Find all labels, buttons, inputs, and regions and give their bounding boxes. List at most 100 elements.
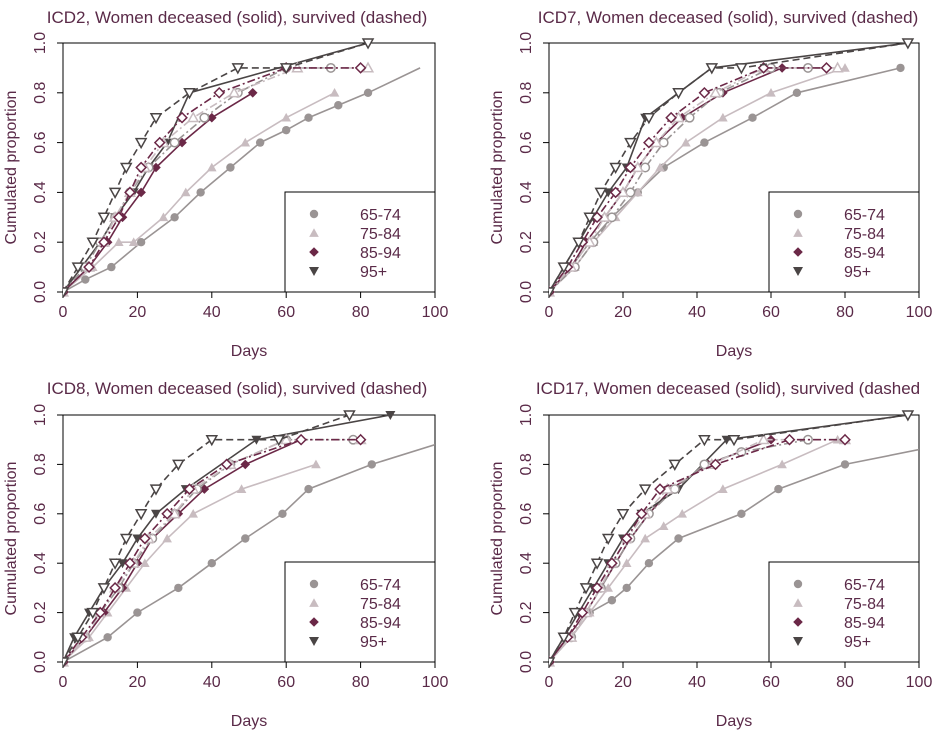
data-point [240,459,251,470]
data-point [367,460,376,469]
data-point [255,138,265,147]
data-point [579,583,593,595]
data-point [71,262,85,274]
data-point [705,63,719,75]
data-point [591,582,603,594]
data-point [616,509,630,521]
series-95+-dashed [63,410,356,668]
x-tick-label: 0 [59,674,68,691]
y-tick-label: 1.0 [518,32,535,54]
x-tick-label: 60 [762,674,780,691]
data-point [329,88,340,97]
data-point [107,262,116,272]
series-line [63,438,302,663]
x-tick-label: 80 [352,674,370,691]
x-tick-label: 0 [59,304,68,321]
data-point [568,607,582,620]
data-point [279,63,293,75]
y-tick-label: 0.8 [518,453,535,475]
data-point [698,434,711,447]
plot-frame [548,414,920,663]
x-tick-label: 40 [688,674,706,691]
series-line [549,42,909,293]
data-point [700,138,709,147]
x-tick-label: 100 [906,304,933,321]
data-point [901,38,915,50]
data-point [114,237,124,247]
data-point [635,507,648,520]
data-point [655,162,665,172]
data-point [226,163,235,172]
chart-title: ICD8, Women deceased (solid), survived (… [47,379,427,398]
data-point [901,410,915,422]
legend-marker [309,637,319,646]
x-tick-label: 20 [614,304,632,321]
series-85-94-solid [63,434,306,667]
data-point [840,63,850,72]
legend-label: 65-74 [844,207,885,224]
data-point [681,137,691,147]
series-line [63,92,254,293]
x-tick-label: 20 [614,674,632,691]
data-point [601,533,615,546]
data-point [777,459,787,469]
legend-label: 85-94 [360,615,401,632]
data-point [642,112,656,125]
data-point [134,137,148,150]
data-point [633,187,643,197]
x-axis-label: Days [716,343,752,360]
data-point [138,532,151,545]
y-axis-label: Cumulated proportion [3,462,20,616]
legend: 65-74 75-84 85-94 95+ [284,191,436,293]
data-point [896,63,905,73]
y-tick-label: 0.4 [518,181,535,203]
legend-label: 65-74 [360,207,401,224]
legend: 65-74 75-84 85-94 95+ [768,191,920,293]
data-point [783,433,796,446]
data-point [205,434,219,447]
legend-marker [793,637,803,646]
series-85-94-dashed [63,433,367,668]
data-point [672,88,685,100]
data-point [177,137,187,148]
data-point [774,484,783,494]
data-point [281,112,291,122]
data-point [640,533,650,543]
data-point [643,136,655,149]
data-point [549,287,556,298]
legend-marker [309,617,319,627]
x-tick-label: 40 [688,304,706,321]
data-point [251,435,262,445]
data-point [112,211,125,224]
legend-label: 95+ [360,264,387,281]
data-point [71,632,85,644]
data-point [295,433,307,446]
legend-marker [793,247,803,257]
series-line [63,42,369,293]
data-point [207,112,217,123]
data-point [624,137,637,150]
data-point [103,633,112,642]
data-point [133,608,142,617]
data-point [140,558,150,568]
data-point [188,509,198,518]
series-line [63,92,335,293]
legend-box [768,561,920,663]
data-point [278,509,287,518]
data-point [334,101,343,110]
data-point [609,186,622,199]
y-tick-label: 1.0 [518,404,535,426]
legend-marker [309,228,319,237]
series-85-94-solid [549,434,776,667]
legend-label: 95+ [360,634,387,651]
data-point [128,237,139,247]
x-tick-label: 80 [836,674,854,691]
data-point [161,507,174,520]
data-point [86,607,100,620]
legend-label: 95+ [844,634,871,651]
chart-title: ICD7, Women deceased (solid), survived (… [538,8,918,27]
x-axis-label: Days [231,343,267,360]
data-point [183,483,196,495]
data-point [361,38,375,50]
data-point [832,434,843,444]
